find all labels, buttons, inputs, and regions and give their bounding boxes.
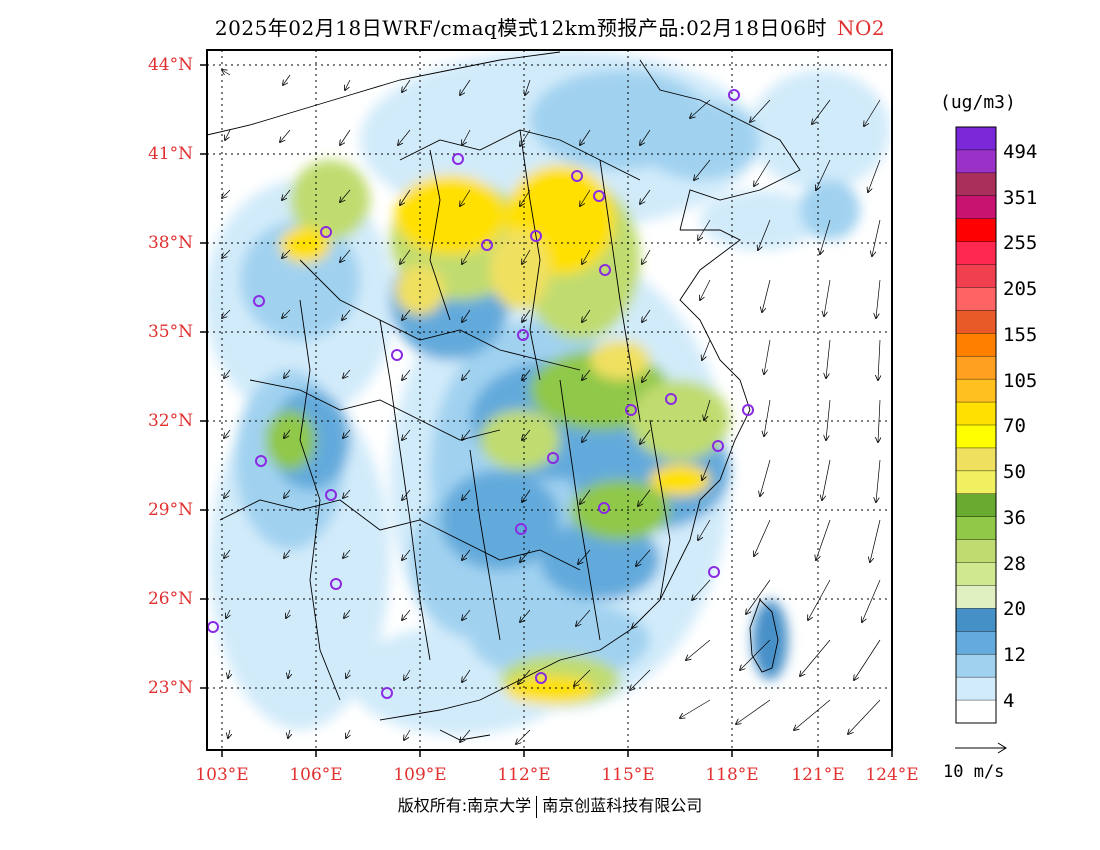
legend-color-swatch — [956, 493, 996, 518]
station-marker — [535, 672, 547, 684]
legend-label: 205 — [1003, 278, 1038, 300]
lat-label: 41°N — [147, 144, 193, 164]
legend-color-swatch — [956, 195, 996, 220]
station-marker — [391, 349, 403, 361]
station-marker — [571, 170, 583, 182]
axis-ticks — [200, 64, 893, 757]
lon-label: 118°E — [705, 765, 759, 785]
legend-color-swatch — [956, 539, 996, 564]
legend-color-swatch — [956, 631, 996, 655]
legend-color-swatch — [956, 149, 996, 174]
legend-color-swatch — [956, 470, 996, 495]
legend-color-swatch — [956, 677, 996, 701]
lat-label: 23°N — [147, 678, 193, 698]
lat-label: 44°N — [147, 55, 193, 75]
title-text: 2025年02月18日WRF/cmaq模式12km预报产品:02月18日06时 — [214, 16, 827, 40]
station-marker — [593, 190, 605, 202]
wind-reference-label: 10 m/s — [943, 762, 1005, 782]
legend-color-swatch — [956, 172, 996, 197]
legend-color-swatch — [956, 127, 996, 151]
legend-color-swatch — [956, 333, 996, 357]
legend-label: 155 — [1003, 324, 1038, 346]
legend-color-swatch — [956, 379, 996, 403]
legend-color-swatch — [956, 447, 996, 472]
legend-color-swatch — [956, 402, 996, 426]
lon-label: 109°E — [393, 765, 447, 785]
lon-label: 106°E — [289, 765, 343, 785]
legend-color-swatch — [956, 700, 996, 724]
station-marker — [253, 295, 265, 307]
lat-label: 38°N — [147, 233, 193, 253]
legend-color-swatch — [956, 218, 996, 243]
lat-label: 26°N — [147, 589, 193, 609]
legend-color-swatch — [956, 264, 996, 288]
legend-label: 70 — [1003, 415, 1026, 437]
legend-label: 105 — [1003, 370, 1038, 392]
lat-label: 32°N — [147, 411, 193, 431]
legend-color-swatch — [956, 356, 996, 380]
station-marker — [330, 578, 342, 590]
lon-label: 121°E — [791, 765, 845, 785]
lat-label: 35°N — [147, 322, 193, 342]
station-marker — [325, 489, 337, 501]
station-marker — [708, 566, 720, 578]
legend-color-swatch — [956, 425, 996, 449]
wind-reference-arrow — [955, 742, 1007, 754]
wind-vectors — [222, 70, 880, 744]
legend-label: 351 — [1003, 187, 1038, 209]
station-marker — [598, 502, 610, 514]
lat-label: 29°N — [147, 500, 193, 520]
legend-color-swatch — [956, 585, 996, 609]
pollutant-name: NO2 — [836, 16, 886, 40]
copyright-owner: 版权所有:南京大学 — [397, 796, 532, 815]
station-marker — [599, 264, 611, 276]
station-marker — [515, 523, 527, 535]
station-marker — [255, 455, 267, 467]
copyright-footer: 版权所有:南京大学 南京创蓝科技有限公司 — [0, 792, 1100, 818]
station-marker — [481, 239, 493, 251]
legend-color-swatch — [956, 516, 996, 541]
lon-label: 115°E — [601, 765, 655, 785]
legend-label: 20 — [1003, 598, 1026, 620]
station-marker — [728, 89, 740, 101]
color-legend-bar — [956, 127, 996, 724]
legend-label: 28 — [1003, 553, 1026, 575]
legend-label: 4 — [1003, 690, 1015, 712]
legend-label: 494 — [1003, 141, 1038, 163]
station-marker — [517, 329, 529, 341]
legend-color-swatch — [956, 287, 996, 311]
station-marker — [381, 687, 393, 699]
color-legend-frame — [955, 126, 997, 724]
lon-label: 124°E — [865, 765, 919, 785]
chart-title: 2025年02月18日WRF/cmaq模式12km预报产品:02月18日06时 N… — [0, 12, 1100, 41]
station-marker — [320, 226, 332, 238]
copyright-company: 南京创蓝科技有限公司 — [542, 796, 703, 815]
legend-color-swatch — [956, 654, 996, 678]
boundary-lines — [207, 51, 801, 741]
legend-color-swatch — [956, 608, 996, 632]
legend-color-swatch — [956, 241, 996, 266]
graticule — [207, 50, 892, 750]
station-marker — [625, 404, 637, 416]
station-markers — [207, 89, 754, 699]
station-marker — [712, 440, 724, 452]
map-frame — [206, 49, 893, 751]
legend-color-swatch — [956, 562, 996, 586]
lon-label: 103°E — [195, 765, 249, 785]
lon-label: 112°E — [497, 765, 551, 785]
legend-label: 255 — [1003, 232, 1038, 254]
station-marker — [530, 230, 542, 242]
station-marker — [665, 393, 677, 405]
station-marker — [547, 452, 559, 464]
station-marker — [452, 153, 464, 165]
legend-label: 36 — [1003, 507, 1026, 529]
legend-label: 50 — [1003, 461, 1026, 483]
legend-unit: (ug/m3) — [940, 92, 1016, 113]
station-marker — [742, 404, 754, 416]
legend-color-swatch — [956, 310, 996, 334]
legend-label: 12 — [1003, 644, 1026, 666]
footer-divider — [536, 795, 538, 818]
